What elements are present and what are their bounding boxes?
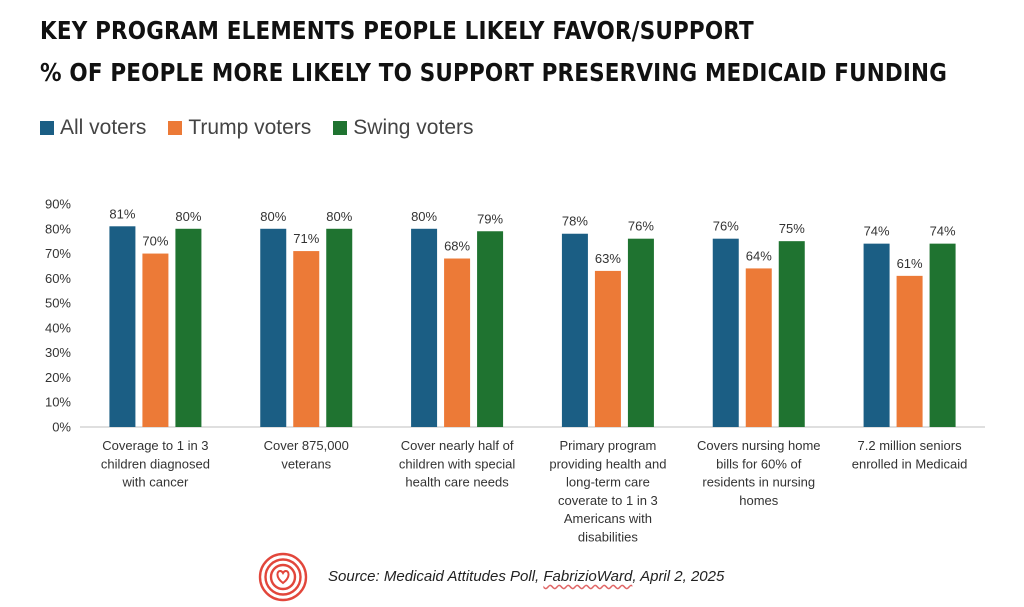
category-label: 7.2 million seniors <box>858 438 963 453</box>
title-line-1: KEY PROGRAM ELEMENTS PEOPLE LIKELY FAVOR… <box>40 16 754 45</box>
legend-item-trump-voters: Trump voters <box>168 116 311 140</box>
category-label: bills for 60% of <box>716 456 802 471</box>
data-label-all-voters: 80% <box>260 209 286 224</box>
bar-all-voters <box>109 226 136 427</box>
bar-swing-voters <box>929 243 956 427</box>
data-label-trump-voters: 63% <box>595 251 621 266</box>
category-label: children with special <box>399 456 515 471</box>
bar-all-voters <box>260 228 287 427</box>
y-tick-label: 30% <box>45 345 71 360</box>
source-prefix: Source: Medicaid Attitudes Poll, <box>328 568 544 585</box>
y-tick-label: 20% <box>45 370 71 385</box>
y-tick-label: 10% <box>45 395 71 410</box>
category-label: disabilities <box>578 530 638 545</box>
data-label-all-voters: 80% <box>411 209 437 224</box>
category-label: Americans with <box>564 511 652 526</box>
data-label-trump-voters: 70% <box>142 234 168 249</box>
bar-all-voters <box>411 228 438 427</box>
category-label: Cover nearly half of <box>401 438 514 453</box>
legend-label-swing-voters: Swing voters <box>353 116 474 139</box>
bar-trump-voters <box>293 251 320 427</box>
data-label-swing-voters: 74% <box>930 224 956 239</box>
data-label-swing-voters: 76% <box>628 219 654 234</box>
data-label-trump-voters: 61% <box>897 256 923 271</box>
data-label-trump-voters: 64% <box>746 248 772 263</box>
category-label: coverate to 1 in 3 <box>558 493 658 508</box>
category-label: Primary program <box>560 438 657 453</box>
bar-trump-voters <box>745 268 772 427</box>
data-label-all-voters: 74% <box>864 224 890 239</box>
bar-trump-voters <box>444 258 471 427</box>
bar-swing-voters <box>627 238 654 427</box>
bar-all-voters <box>863 243 890 427</box>
category-label: enrolled in Medicaid <box>852 456 968 471</box>
bar-all-voters <box>712 238 739 427</box>
category-label: Cover 875,000 <box>264 438 349 453</box>
data-label-trump-voters: 71% <box>293 231 319 246</box>
data-label-swing-voters: 75% <box>779 221 805 236</box>
legend-label-all-voters: All voters <box>60 116 147 139</box>
data-label-trump-voters: 68% <box>444 239 470 254</box>
legend: All voters Trump voters Swing voters <box>40 116 474 140</box>
data-label-all-voters: 81% <box>109 206 135 221</box>
y-tick-label: 90% <box>45 197 71 212</box>
data-label-swing-voters: 80% <box>175 209 201 224</box>
bar-swing-voters <box>477 231 504 427</box>
bar-swing-voters <box>326 228 353 427</box>
data-label-all-voters: 76% <box>713 219 739 234</box>
legend-item-swing-voters: Swing voters <box>333 116 474 140</box>
y-tick-label: 70% <box>45 246 71 261</box>
y-tick-label: 80% <box>45 221 71 236</box>
category-label: residents in nursing <box>702 475 815 490</box>
data-label-swing-voters: 80% <box>326 209 352 224</box>
y-tick-label: 0% <box>52 420 71 435</box>
bar-trump-voters <box>142 253 169 427</box>
category-label: Covers nursing home <box>697 438 821 453</box>
source-note: Source: Medicaid Attitudes Poll, Fabrizi… <box>328 568 724 585</box>
legend-item-all-voters: All voters <box>40 116 146 140</box>
legend-swatch-swing-voters <box>333 121 348 135</box>
title-line-2: % OF PEOPLE MORE LIKELY TO SUPPORT PRESE… <box>40 58 948 87</box>
category-label: veterans <box>281 456 331 471</box>
heart-target-logo <box>258 552 308 602</box>
category-label: children diagnosed <box>101 456 210 471</box>
bar-trump-voters <box>896 275 923 427</box>
legend-swatch-all-voters <box>40 121 54 135</box>
legend-label-trump-voters: Trump voters <box>188 116 312 139</box>
category-label: Coverage to 1 in 3 <box>102 438 208 453</box>
data-label-swing-voters: 79% <box>477 211 503 226</box>
category-label: homes <box>739 493 779 508</box>
bar-swing-voters <box>778 241 805 427</box>
data-label-all-voters: 78% <box>562 214 588 229</box>
y-tick-label: 40% <box>45 320 71 335</box>
bar-all-voters <box>561 233 588 427</box>
category-label: with cancer <box>122 475 189 490</box>
bar-chart: 0% 10% 20% 30% 40% 50% 60% 70% 80% 90% 81% 70% 80% Co… <box>45 197 985 545</box>
bar-swing-voters <box>175 228 202 427</box>
category-label: providing health and <box>549 456 666 471</box>
legend-swatch-trump-voters <box>168 121 183 135</box>
category-label: health care needs <box>405 475 509 490</box>
source-brand: FabrizioWard <box>543 568 633 585</box>
category-label: long-term care <box>566 475 650 490</box>
bar-trump-voters <box>594 270 621 427</box>
y-tick-label: 50% <box>45 296 71 311</box>
y-tick-label: 60% <box>45 271 71 286</box>
source-suffix: , April 2, 2025 <box>632 568 725 585</box>
